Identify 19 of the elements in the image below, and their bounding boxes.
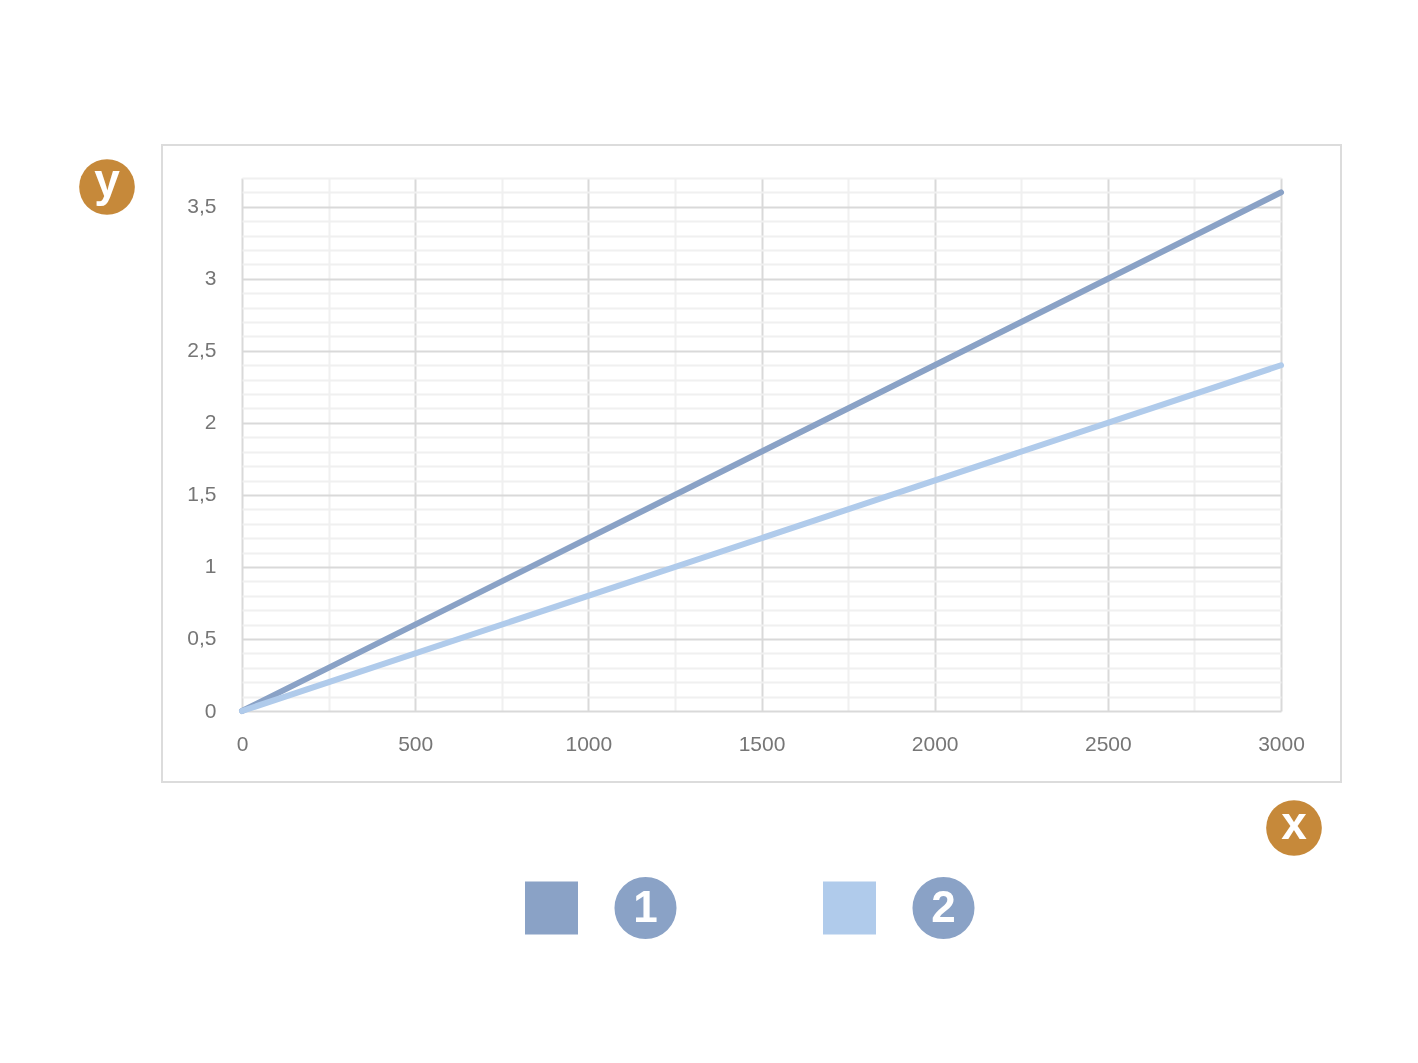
y-tick-label: 2 — [204, 410, 217, 434]
x-tick-label: 0 — [236, 731, 249, 755]
y-tick-label: 1 — [204, 554, 217, 578]
x-axis-title: x — [1281, 797, 1308, 849]
y-axis-title: y — [94, 154, 121, 206]
x-tick-label: 1000 — [565, 731, 613, 755]
y-tick-label: 0,5 — [187, 626, 217, 650]
x-tick-label: 2000 — [911, 731, 959, 755]
legend-label: 2 — [931, 882, 956, 931]
legend-label: 1 — [633, 882, 658, 931]
y-tick-label: 1,5 — [187, 482, 217, 506]
y-tick-label: 3,5 — [187, 194, 217, 218]
y-tick-label: 2,5 — [187, 338, 217, 362]
y-tick-label: 3 — [204, 266, 217, 290]
x-tick-label: 1500 — [738, 731, 786, 755]
x-tick-label: 2500 — [1084, 731, 1132, 755]
x-tick-label: 500 — [398, 731, 434, 755]
y-tick-label: 0 — [204, 698, 217, 722]
x-tick-label: 3000 — [1258, 731, 1305, 755]
